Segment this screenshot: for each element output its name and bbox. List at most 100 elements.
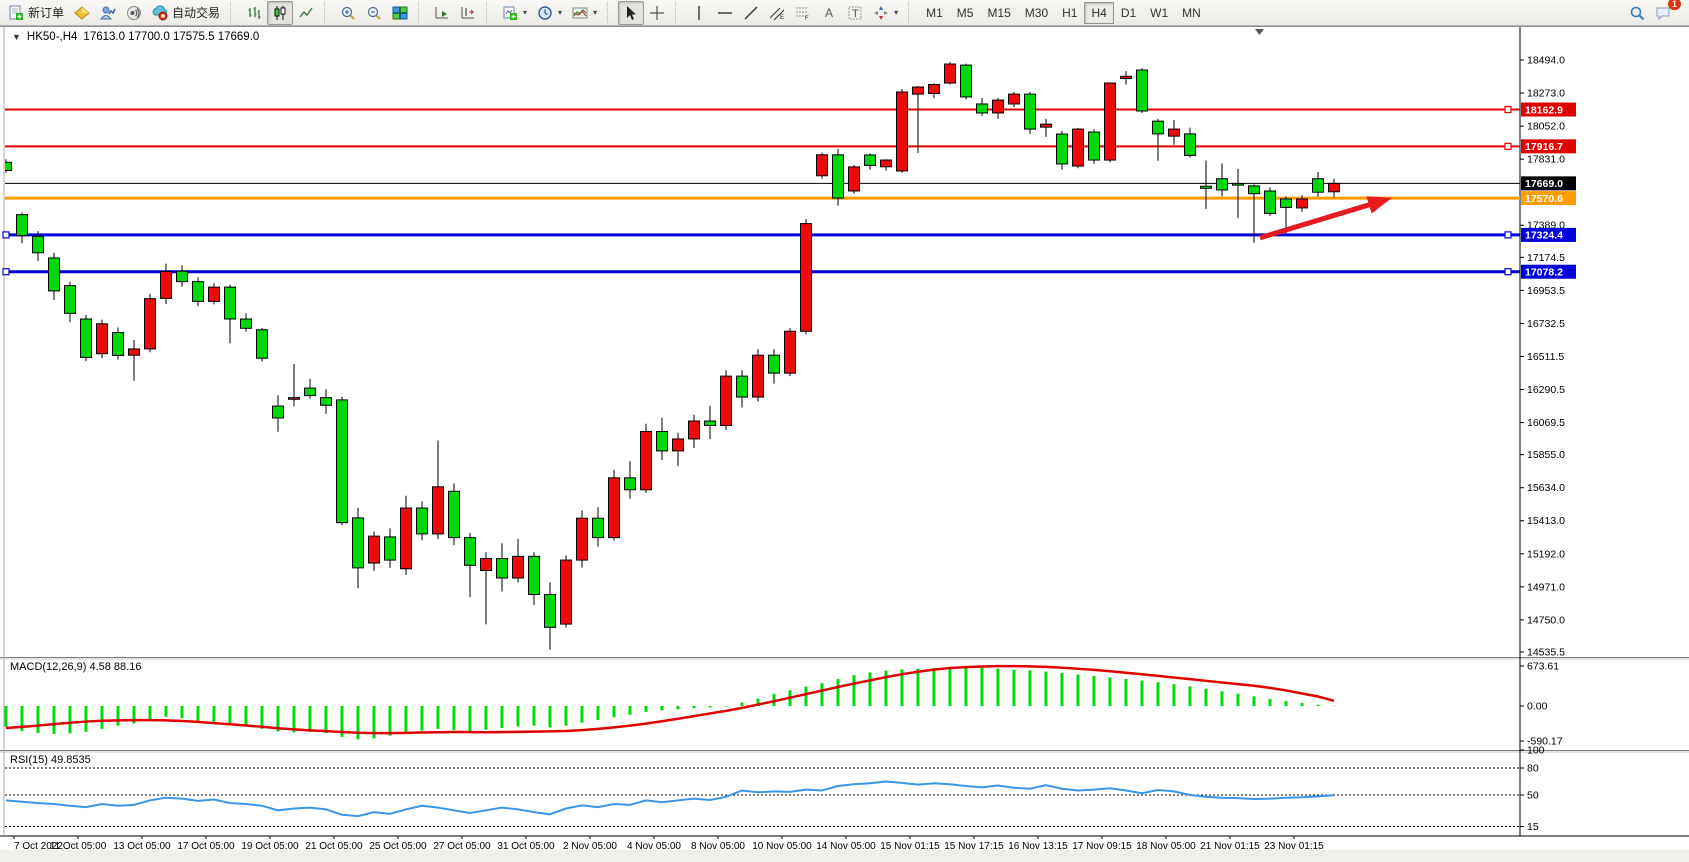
price-badge xyxy=(1521,191,1576,206)
candle-body xyxy=(1040,123,1052,128)
candle-body xyxy=(720,375,732,426)
text-label-tool-button[interactable]: T xyxy=(842,1,868,25)
hline-handle[interactable] xyxy=(1504,268,1512,276)
vertical-line-tool-button[interactable] xyxy=(686,1,712,25)
trendline-tool-button[interactable] xyxy=(738,1,764,25)
hline-handle[interactable] xyxy=(2,231,10,239)
candle-body xyxy=(1216,178,1228,191)
price-tick-label: 17831.0 xyxy=(1527,154,1565,166)
autotrading-button[interactable]: 自动交易 xyxy=(147,1,225,25)
price-badge-label: 17570.6 xyxy=(1525,193,1563,205)
new-order-button[interactable]: 新订单 xyxy=(3,1,69,25)
chart-background xyxy=(0,27,1689,862)
candle-body xyxy=(16,214,28,237)
candle-body xyxy=(320,397,332,406)
profiles-button[interactable]: ▾ xyxy=(532,1,567,25)
timeframe-h4-button[interactable]: H4 xyxy=(1084,1,1114,24)
candle-body xyxy=(496,558,508,579)
hline-handle[interactable] xyxy=(1504,105,1512,114)
candle-body xyxy=(896,91,908,172)
zoom-in-button[interactable] xyxy=(335,1,361,25)
macd-axis-label: 673.61 xyxy=(1527,660,1559,672)
indicators-button[interactable]: ▾ xyxy=(567,1,602,25)
candle-body xyxy=(1184,133,1196,156)
line-chart-button[interactable] xyxy=(293,1,319,25)
candle-body xyxy=(1232,183,1244,186)
time-tick-label: 21 Oct 05:00 xyxy=(305,841,363,852)
candle-body xyxy=(736,375,748,398)
notifications-button[interactable]: 1 xyxy=(1650,0,1681,25)
line-chart-icon xyxy=(299,7,313,17)
timeframe-m1-button[interactable]: M1 xyxy=(926,5,943,20)
candle-body xyxy=(368,535,380,564)
macd-axis-label: 0.00 xyxy=(1527,701,1548,713)
panel-separator xyxy=(0,657,1689,658)
chart-canvas[interactable]: 18494.018273.018052.017831.017389.017174… xyxy=(0,27,1689,862)
crosshair-tool-button[interactable] xyxy=(644,1,670,25)
price-tick-label: 15192.0 xyxy=(1527,548,1565,560)
candle-body xyxy=(48,257,60,292)
rsi-indicator-label: RSI(15) 49.8535 xyxy=(10,754,91,766)
candle-body xyxy=(976,103,988,114)
timeframe-m5-button[interactable]: M5 xyxy=(956,5,974,20)
hline-handle[interactable] xyxy=(1504,231,1512,239)
cursor-tool-button[interactable] xyxy=(618,0,645,25)
tile-windows-icon xyxy=(392,6,408,19)
price-tick-label: 18273.0 xyxy=(1527,88,1565,100)
timeframe-h1-button[interactable]: H1 xyxy=(1062,5,1078,20)
timeframe-group: M1 M5 M15 M30 H1 H4 D1 W1 MN xyxy=(916,0,1211,25)
arrows-icon xyxy=(874,5,889,20)
trend-arrow-head[interactable] xyxy=(1366,196,1392,214)
candlestick-series xyxy=(5,62,1340,650)
text-label-icon: T xyxy=(848,6,862,20)
tile-windows-button[interactable] xyxy=(387,1,413,25)
channel-tool-button[interactable]: E xyxy=(764,1,790,25)
market-watch-button[interactable] xyxy=(69,1,95,25)
fibonacci-tool-button[interactable]: F xyxy=(790,1,816,25)
time-tick-label: 13 Oct 05:00 xyxy=(113,841,171,852)
time-tick-label: 14 Nov 05:00 xyxy=(816,841,876,852)
zoom-out-button[interactable] xyxy=(361,1,387,25)
auto-scroll-button[interactable] xyxy=(429,1,455,25)
horizontal-line-tool-button[interactable] xyxy=(712,1,738,25)
chart-shift-button[interactable] xyxy=(455,1,481,25)
trend-arrow-shaft[interactable] xyxy=(1259,201,1374,241)
candle-body xyxy=(944,63,956,84)
price-tick-label: 16511.5 xyxy=(1527,351,1564,363)
candle-body xyxy=(528,555,540,595)
crosshair-icon xyxy=(650,5,665,20)
hline-handle[interactable] xyxy=(2,268,10,276)
bar-chart-button[interactable] xyxy=(241,1,267,25)
candlestick-chart-button[interactable] xyxy=(267,0,294,25)
candle-body xyxy=(1296,198,1308,209)
time-tick-label: 7 Oct 2022 xyxy=(14,841,63,852)
chart-shift-icon xyxy=(461,6,475,18)
one-click-collapse-icon[interactable]: ▼ xyxy=(12,32,21,42)
new-chart-button[interactable]: ▾ xyxy=(497,1,532,25)
candle-body xyxy=(144,298,156,350)
text-tool-button[interactable]: A xyxy=(816,1,842,25)
candle-body xyxy=(192,281,204,302)
strategy-tester-button[interactable] xyxy=(95,1,121,25)
chart-window[interactable]: ▼ HK50-,H4 17613.0 17700.0 17575.5 17669… xyxy=(0,26,1689,862)
arrows-tool-button[interactable]: ▾ xyxy=(868,1,903,25)
hline-handle[interactable] xyxy=(1504,142,1512,150)
timeframe-w1-button[interactable]: W1 xyxy=(1150,5,1169,20)
chart-shift-marker[interactable] xyxy=(1255,29,1264,35)
timeframe-m30-button[interactable]: M30 xyxy=(1024,5,1049,20)
candle-body xyxy=(624,477,636,491)
signals-button[interactable] xyxy=(121,1,147,25)
market-watch-icon xyxy=(74,5,90,20)
time-tick-label: 2 Nov 05:00 xyxy=(563,841,617,852)
timeframe-mn-button[interactable]: MN xyxy=(1182,5,1201,20)
timeframe-d1-button[interactable]: D1 xyxy=(1120,5,1137,20)
price-tick-label: 15413.0 xyxy=(1527,515,1565,527)
price-tick-label: 16290.5 xyxy=(1527,384,1565,396)
timeframe-m15-button[interactable]: M15 xyxy=(987,5,1011,20)
time-tick-label: 18 Nov 05:00 xyxy=(1136,841,1196,852)
svg-text:F: F xyxy=(805,16,809,21)
candle-body xyxy=(992,99,1004,114)
candle-body xyxy=(176,270,188,283)
search-button[interactable] xyxy=(1624,1,1650,25)
price-tick-label: 14971.0 xyxy=(1527,581,1565,593)
